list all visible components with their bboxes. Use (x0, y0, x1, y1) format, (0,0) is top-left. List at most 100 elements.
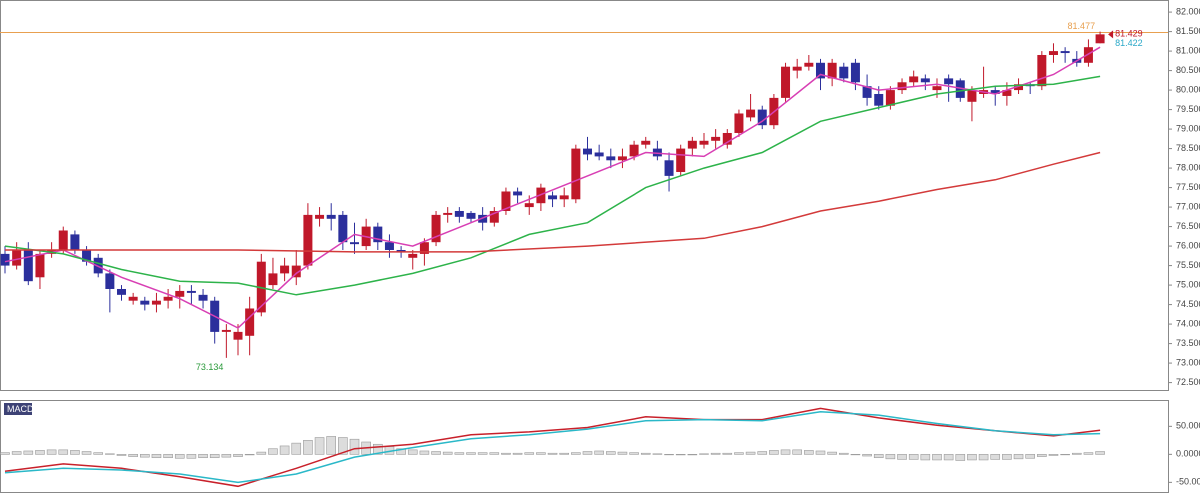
histogram-bar (11, 451, 22, 455)
candle-body (757, 109, 767, 126)
candle-body (140, 300, 150, 305)
histogram-bar (233, 454, 243, 457)
histogram-bar (338, 437, 348, 455)
histogram-bar (582, 451, 593, 455)
y-tick-label: 78.000 (1176, 162, 1200, 172)
histogram-bar (279, 445, 290, 455)
histogram-bar (687, 454, 698, 456)
histogram-bar (1071, 452, 1082, 455)
candle-body (350, 242, 360, 245)
candle-body (909, 76, 919, 83)
candle-body (291, 265, 301, 278)
histogram-bar (419, 450, 430, 455)
histogram-bar (454, 452, 465, 455)
candle-body (489, 210, 499, 223)
histogram-bar (489, 452, 500, 455)
candle-body (641, 140, 651, 145)
y-tick-label: 77.500 (1176, 182, 1200, 192)
histogram-bar (431, 451, 441, 455)
histogram-bar (1037, 454, 1047, 457)
y-tick-label: 72.500 (1176, 377, 1200, 387)
histogram-bar (547, 452, 558, 455)
y-tick-label: 78.500 (1176, 143, 1200, 153)
candle-body (338, 214, 348, 243)
histogram-bar (186, 454, 197, 459)
histogram-bar (268, 448, 278, 455)
histogram-bar (1095, 451, 1105, 455)
histogram-bar (116, 454, 127, 456)
histogram-bar (804, 450, 814, 455)
candle-body (1037, 54, 1047, 87)
histogram-bar (571, 452, 581, 455)
candle-body (1048, 51, 1058, 55)
y-tick-label: 82.000 (1176, 6, 1200, 16)
histogram-bar (978, 454, 989, 461)
histogram-bar (501, 452, 511, 455)
histogram-bar (675, 454, 686, 456)
candle-body (629, 144, 639, 157)
candle-body (280, 265, 290, 274)
histogram-bar (244, 454, 255, 456)
candle-body (186, 290, 196, 293)
histogram-bar (885, 454, 896, 460)
indicator-line (4, 411, 1101, 484)
candle-body (839, 66, 849, 79)
candle-body (326, 214, 336, 219)
histogram-bar (815, 450, 826, 455)
candle-body (746, 109, 756, 118)
candle-body (315, 214, 325, 219)
histogram-bar (163, 454, 173, 459)
y-tick-label: 81.000 (1176, 45, 1200, 55)
candle-body (548, 195, 558, 200)
candle-body (559, 195, 569, 200)
candle-body (617, 156, 627, 161)
histogram-bar (128, 454, 138, 457)
candle-body (722, 132, 732, 145)
candle-body (1060, 51, 1070, 54)
candle-body (687, 140, 697, 149)
histogram-bar (990, 454, 1001, 460)
candle-body (944, 78, 954, 85)
histogram-bar (373, 443, 383, 455)
candle-body (454, 210, 464, 217)
candle-body (419, 242, 429, 254)
candle-body (804, 62, 814, 67)
price-panel (0, 0, 1169, 391)
histogram-bar (559, 452, 569, 455)
candle-body (151, 300, 161, 305)
histogram-bar (862, 454, 872, 457)
candle-body (606, 156, 616, 161)
histogram-bar (140, 454, 150, 458)
last-price-label: 81.429 (1115, 29, 1143, 39)
candle-body (245, 308, 255, 336)
y-tick-label: 80.500 (1176, 65, 1200, 75)
candle-body (221, 329, 231, 332)
y-tick-label: 79.500 (1176, 104, 1200, 114)
candle-body (932, 86, 942, 91)
histogram-bar (769, 450, 779, 455)
histogram-bar (209, 454, 220, 459)
candle-body (874, 93, 884, 106)
histogram-bar (594, 450, 604, 455)
histogram-bar (605, 451, 616, 455)
histogram-bar (326, 436, 337, 455)
histogram-bar (932, 454, 942, 461)
histogram-bar (314, 437, 325, 455)
candle-body (920, 78, 930, 83)
histogram-bar (349, 438, 360, 455)
candle-body (501, 191, 511, 211)
candle-body (396, 249, 406, 252)
candle-body (734, 113, 744, 133)
histogram-bar (93, 452, 104, 455)
candle-body (582, 148, 592, 155)
histogram-bar (780, 449, 791, 455)
histogram-bar (174, 454, 185, 459)
histogram-bar (955, 454, 966, 461)
candle-body (1014, 84, 1024, 91)
histogram-bar (477, 452, 488, 455)
y-tick-label: 0.0000 (1176, 449, 1200, 459)
histogram-bar (745, 451, 756, 455)
histogram-bar (1060, 454, 1070, 456)
histogram-bar (442, 451, 453, 455)
